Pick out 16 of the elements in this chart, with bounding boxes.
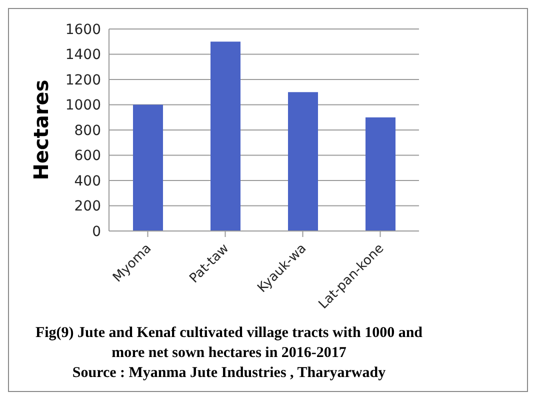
y-tick-label: 1400 [65,47,101,64]
y-tick-label: 800 [74,122,101,139]
y-tick-label: 600 [74,148,101,164]
bar [210,42,240,231]
source-note: Source : Myanma Jute Industries , Tharyarwady [71,364,387,383]
y-tick-label: 1200 [65,72,101,88]
y-tick-label: 400 [74,173,101,190]
bar [133,104,163,231]
y-tick-label: 200 [74,198,101,215]
text: Fig(9) Jute and Kenaf cultivated village tracts with 1000 and more net sown hectares in 2016-2017 [34,324,424,363]
y-tick-label: 0 [92,224,101,240]
y-tick-label: 1000 [65,98,101,114]
y-axis-title: Hectares [29,80,54,180]
y-tick-label: 1600 [65,22,101,38]
bar [366,117,396,231]
bar [288,92,318,231]
